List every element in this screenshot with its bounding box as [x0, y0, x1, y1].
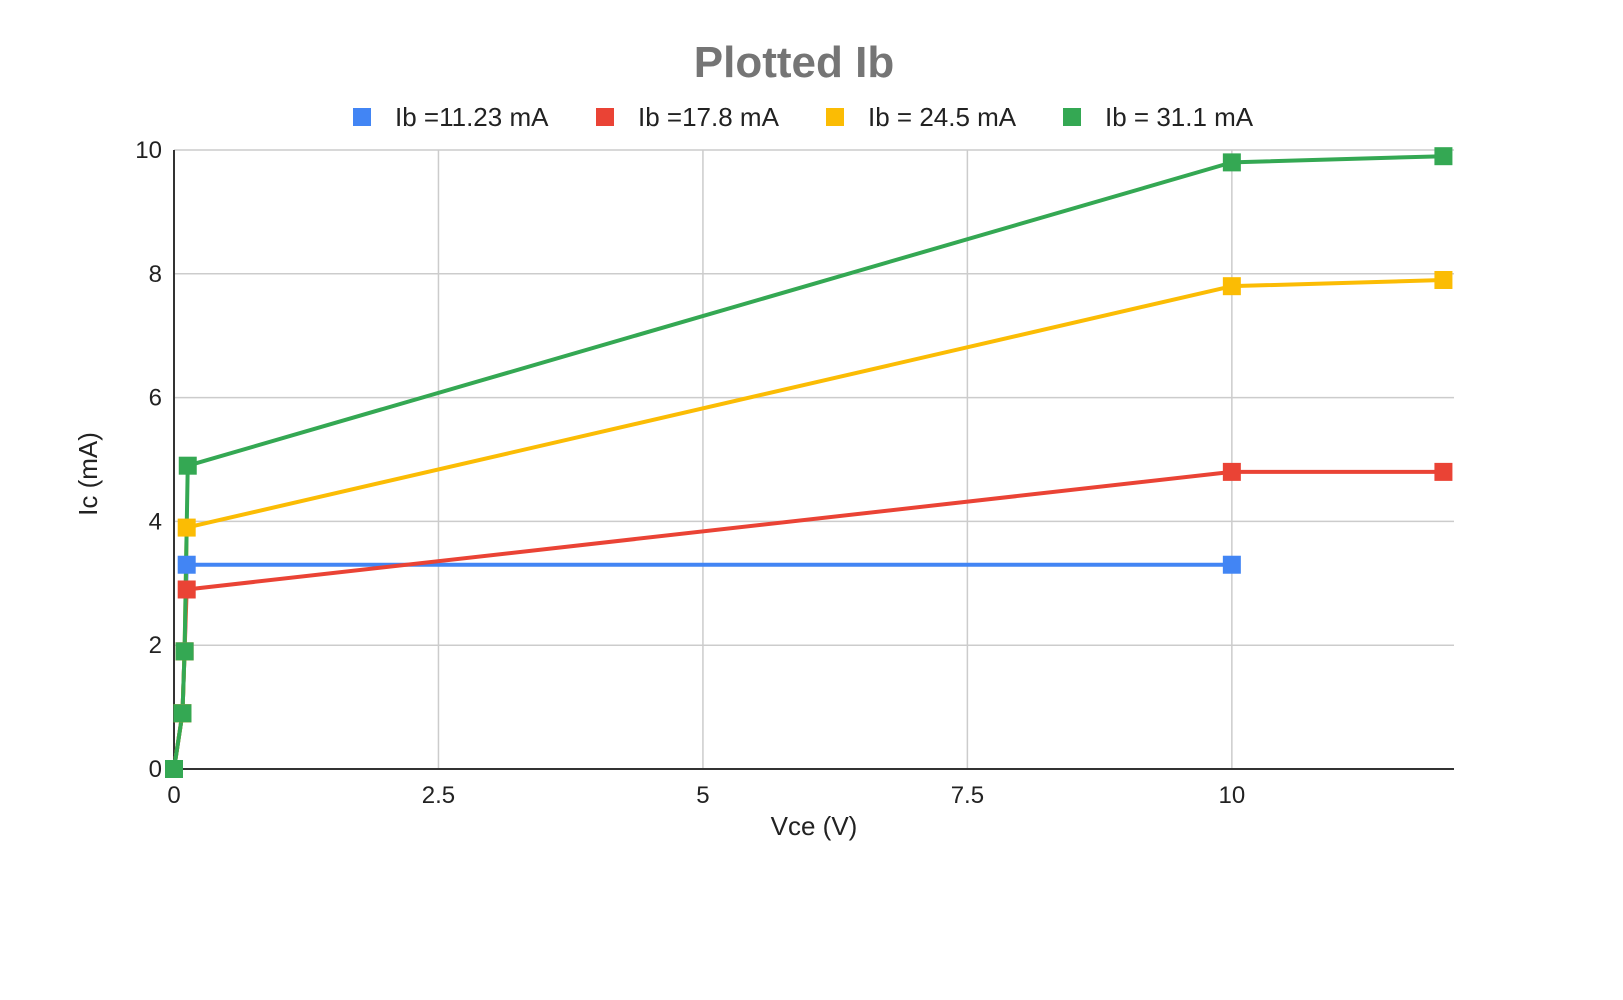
legend-label: Ib =17.8 mA	[638, 102, 780, 132]
x-tick-label: 0	[167, 782, 180, 809]
data-point-marker	[1434, 270, 1453, 289]
y-tick-label: 4	[149, 508, 162, 535]
legend-swatch	[353, 108, 371, 126]
series-line	[172, 154, 1444, 770]
legend-label: Ib = 24.5 mA	[868, 102, 1017, 132]
y-tick-label: 6	[149, 385, 162, 412]
data-point-marker	[173, 704, 192, 723]
axes	[173, 150, 1454, 770]
data-point-marker	[1434, 462, 1453, 481]
series-line	[172, 277, 1444, 770]
x-tick-label: 7.5	[951, 782, 984, 809]
gridlines	[174, 149, 1454, 769]
x-tick-label: 2.5	[422, 782, 455, 809]
data-point-marker	[178, 456, 197, 475]
tick-labels: 0 2 4 6 8 10 0 2.5 5 7.5 10	[135, 137, 1245, 809]
legend: Ib =11.23 mA Ib =17.8 mA Ib = 24.5 mA Ib = …	[353, 102, 1254, 132]
data-point-marker	[1434, 147, 1453, 166]
y-axis-title: Ic (mA)	[73, 432, 103, 516]
legend-swatch	[826, 108, 844, 126]
series-markers	[165, 147, 1453, 778]
data-point-marker	[177, 555, 196, 574]
x-tick-label: 5	[696, 782, 709, 809]
legend-swatch	[596, 108, 614, 126]
series-lines	[172, 154, 1444, 770]
x-axis-title: Vce (V)	[771, 811, 858, 841]
data-point-marker	[165, 760, 183, 778]
legend-label: Ib =11.23 mA	[395, 102, 549, 132]
data-point-marker	[1222, 153, 1241, 172]
data-point-marker	[177, 518, 196, 537]
y-tick-label: 8	[149, 261, 162, 288]
x-tick-label: 10	[1218, 782, 1245, 809]
legend-swatch	[1063, 108, 1081, 126]
y-tick-label: 10	[135, 137, 162, 164]
chart-title: Plotted Ib	[694, 38, 894, 87]
data-point-marker	[1222, 555, 1241, 574]
data-point-marker	[1222, 462, 1241, 481]
data-point-marker	[175, 642, 194, 661]
data-point-marker	[1222, 277, 1241, 296]
data-point-marker	[177, 580, 196, 599]
y-tick-label: 0	[149, 756, 162, 783]
series-line	[172, 469, 1444, 770]
legend-label: Ib = 31.1 mA	[1105, 102, 1254, 132]
y-tick-label: 2	[149, 632, 162, 659]
